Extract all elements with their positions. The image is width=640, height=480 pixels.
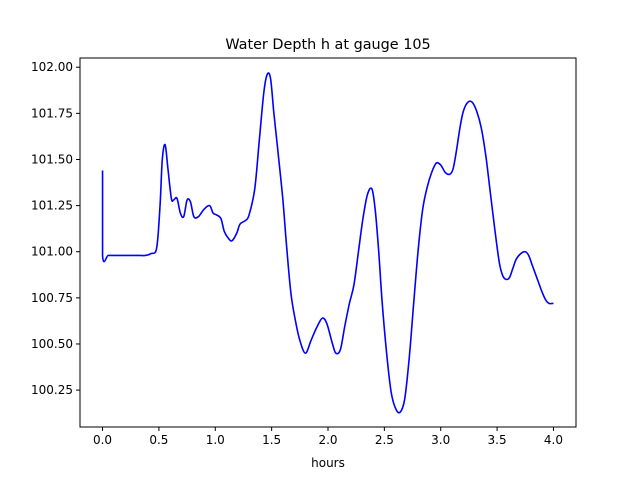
x-tick-label: 4.0 [544, 433, 563, 447]
y-tick-label: 102.00 [31, 60, 73, 74]
x-tick-label: 2.0 [318, 433, 337, 447]
axes-frame [79, 57, 577, 428]
y-tick-label: 101.50 [31, 152, 73, 166]
x-axis-label: hours [311, 456, 345, 470]
series-line-0 [101, 72, 554, 414]
y-tick-label: 101.00 [31, 245, 73, 259]
plot-area [101, 72, 554, 414]
y-tick-label: 100.50 [31, 337, 73, 351]
chart-title: Water Depth h at gauge 105 [225, 37, 430, 53]
axis-ticks: 0.0 0.5 1.0 1.5 2.0 2.5 3.0 3.5 4.0 100.25 100.50 1… [31, 60, 563, 447]
y-tick-label: 101.25 [31, 199, 73, 213]
x-tick-label: 3.5 [488, 433, 507, 447]
x-tick-label: 1.5 [262, 433, 281, 447]
x-tick-label: 0.5 [149, 433, 168, 447]
y-tick-label: 100.25 [31, 383, 73, 397]
y-tick-label: 100.75 [31, 291, 73, 305]
x-tick-label: 2.5 [375, 433, 394, 447]
y-tick-label: 101.75 [31, 106, 73, 120]
x-tick-label: 3.0 [431, 433, 450, 447]
x-tick-label: 0.0 [93, 433, 112, 447]
x-tick-label: 1.0 [206, 433, 225, 447]
